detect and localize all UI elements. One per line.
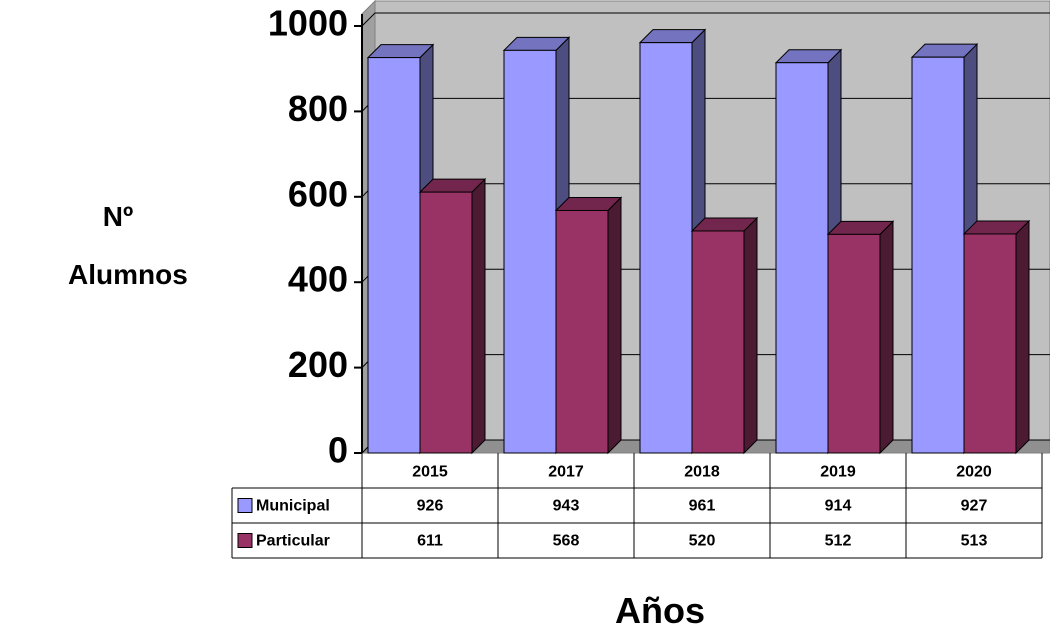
bar-side [471,177,486,455]
x-tick-label: 2015 [412,464,448,481]
data-label: 512 [825,533,852,550]
bar-front [419,191,473,454]
legend-label: Municipal [256,498,330,515]
bar-front [503,49,557,454]
legend-label: Particular [256,533,330,550]
grid-line [361,12,1050,27]
bar-front [691,230,745,454]
x-tick-label: 2020 [956,464,992,481]
y-tick-label: 1000 [268,3,348,44]
y-tick-label: 0 [328,430,348,471]
bar-front [555,209,609,454]
x-tick-label: 2017 [548,464,584,481]
x-tick-label: 2018 [684,464,720,481]
data-label: 568 [553,533,580,550]
legend-swatch [237,533,253,548]
bar-front [367,57,421,454]
bar-front [827,233,881,454]
bar [690,216,759,455]
bar-side [743,216,758,455]
y-tick-label: 600 [288,173,348,214]
bar [962,219,1031,455]
y-tick-label: 200 [288,344,348,385]
y-axis-label: Nº Alumnos [68,201,188,290]
x-axis-label: Años [615,590,705,631]
data-label: 927 [961,498,988,515]
y-tick-label: 800 [288,88,348,129]
bar-front [911,56,965,454]
bar-side [1015,219,1030,455]
x-tick-label: 2019 [820,464,856,481]
data-label: 520 [689,533,716,550]
bar [554,196,623,455]
data-label: 611 [417,533,443,550]
bar [826,220,895,455]
bar-side [879,220,894,455]
data-label: 926 [417,498,444,515]
y-tick-label: 400 [288,259,348,300]
bar-front [639,42,693,454]
data-label: 961 [689,498,716,515]
bar-front [963,233,1017,454]
bar-side [607,196,622,455]
bar-front [775,62,829,454]
data-label: 943 [553,498,580,515]
legend-swatch [237,498,253,513]
bar [418,177,487,455]
data-label: 914 [825,498,852,515]
data-label: 513 [961,533,988,550]
